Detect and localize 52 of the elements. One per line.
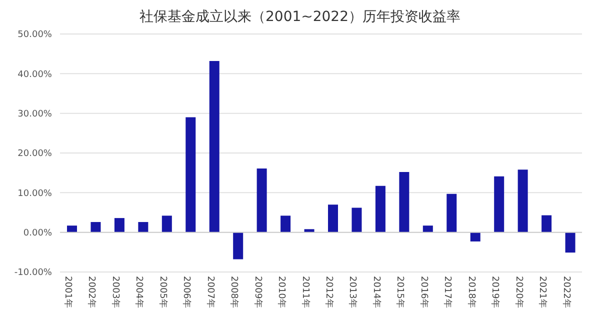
bar — [446, 194, 457, 232]
y-tick-label: 0.00% — [23, 228, 52, 239]
bar — [565, 232, 576, 253]
bar — [67, 226, 77, 232]
y-tick-label: 20.00% — [18, 149, 52, 160]
bar — [138, 222, 148, 232]
bar — [542, 215, 552, 232]
x-tick-label: 2010年 — [276, 276, 288, 308]
y-tick-label: 30.00% — [18, 110, 52, 120]
bar — [470, 232, 480, 242]
x-tick-label: 2001年 — [62, 276, 74, 308]
x-tick-label: 2012年 — [323, 276, 334, 308]
bar — [399, 172, 410, 232]
bar — [114, 218, 124, 232]
chart-title: 社保基金成立以来（2001~2022）历年投资收益率 — [138, 8, 462, 26]
x-tick-label: 2014年 — [370, 276, 382, 308]
x-tick-label: 2016年 — [418, 276, 430, 308]
bar — [186, 117, 196, 232]
x-tick-label: 2004年 — [134, 276, 145, 308]
y-tick-label: 10.00% — [18, 188, 52, 199]
bar — [422, 226, 433, 232]
bar — [162, 216, 172, 232]
x-tick-label: 2015年 — [394, 276, 406, 308]
x-tick-label: 2020年 — [513, 276, 524, 308]
x-tick-label: 2008年 — [228, 276, 240, 308]
x-tick-label: 2013年 — [347, 276, 358, 308]
bar — [209, 60, 220, 232]
bar — [233, 232, 244, 260]
bar — [518, 170, 528, 232]
bar — [328, 204, 338, 232]
x-tick-label: 2002年 — [86, 276, 98, 308]
x-tick-label: 2019年 — [490, 276, 501, 308]
bar — [375, 186, 386, 232]
bar — [494, 176, 504, 232]
x-tick-label: 2009年 — [252, 276, 264, 308]
x-tick-label: 2018年 — [466, 276, 477, 308]
x-tick-label: 2007年 — [204, 276, 216, 308]
x-tick-label: 2021年 — [537, 276, 548, 308]
bar — [256, 168, 267, 232]
bar — [352, 208, 362, 232]
y-tick-label: -10.00% — [14, 268, 52, 278]
x-tick-label: 2017年 — [442, 276, 454, 308]
y-tick-label: 50.00% — [18, 30, 52, 40]
y-tick-label: 40.00% — [18, 70, 52, 80]
bar — [280, 216, 291, 232]
bar — [304, 229, 314, 232]
x-tick-label: 2006年 — [181, 276, 192, 308]
x-tick-label: 2003年 — [110, 276, 121, 308]
bar — [90, 222, 101, 232]
x-tick-label: 2005年 — [157, 276, 168, 308]
x-tick-label: 2011年 — [300, 276, 311, 308]
x-tick-label: 2022年 — [560, 276, 572, 308]
